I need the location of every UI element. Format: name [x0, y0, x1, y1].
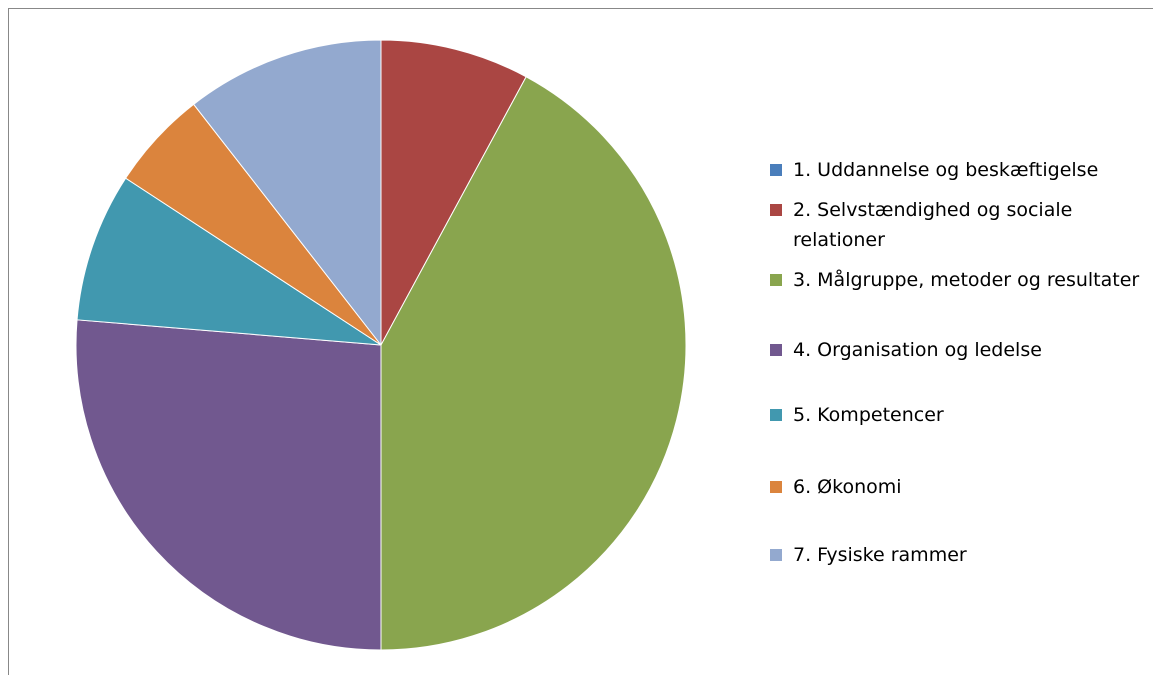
legend-swatch	[770, 409, 782, 421]
legend-item: 2. Selvstændighed og sociale relationer	[770, 195, 1140, 255]
pie-slice	[380, 76, 687, 651]
legend-swatch	[770, 481, 782, 493]
pie-slice	[380, 39, 527, 346]
legend-item: 4. Organisation og ledelse	[770, 335, 1140, 365]
legend-label: 1. Uddannelse og beskæftigelse	[793, 159, 1099, 181]
legend-label: 2. Selvstændighed og sociale relationer	[793, 199, 1073, 251]
legend-label: 3. Målgruppe, metoder og resultater	[793, 269, 1140, 291]
pie-slice	[76, 177, 382, 346]
legend-swatch	[770, 204, 782, 216]
legend-item: 5. Kompetencer	[770, 400, 1140, 430]
legend-swatch	[770, 164, 782, 176]
legend-item: 3. Målgruppe, metoder og resultater	[770, 265, 1140, 295]
legend-swatch	[770, 344, 782, 356]
legend-item: 1. Uddannelse og beskæftigelse	[770, 155, 1140, 185]
legend-item: 6. Økonomi	[770, 472, 1140, 502]
legend-label: 6. Økonomi	[793, 476, 902, 498]
legend-swatch	[770, 274, 782, 286]
legend-label: 5. Kompetencer	[793, 404, 944, 426]
legend-swatch	[770, 549, 782, 561]
legend-item: 7. Fysiske rammer	[770, 540, 1140, 570]
pie-slice	[75, 319, 382, 651]
legend-label: 4. Organisation og ledelse	[793, 339, 1042, 361]
pie-slice	[192, 39, 382, 347]
legend-label: 7. Fysiske rammer	[793, 544, 967, 566]
